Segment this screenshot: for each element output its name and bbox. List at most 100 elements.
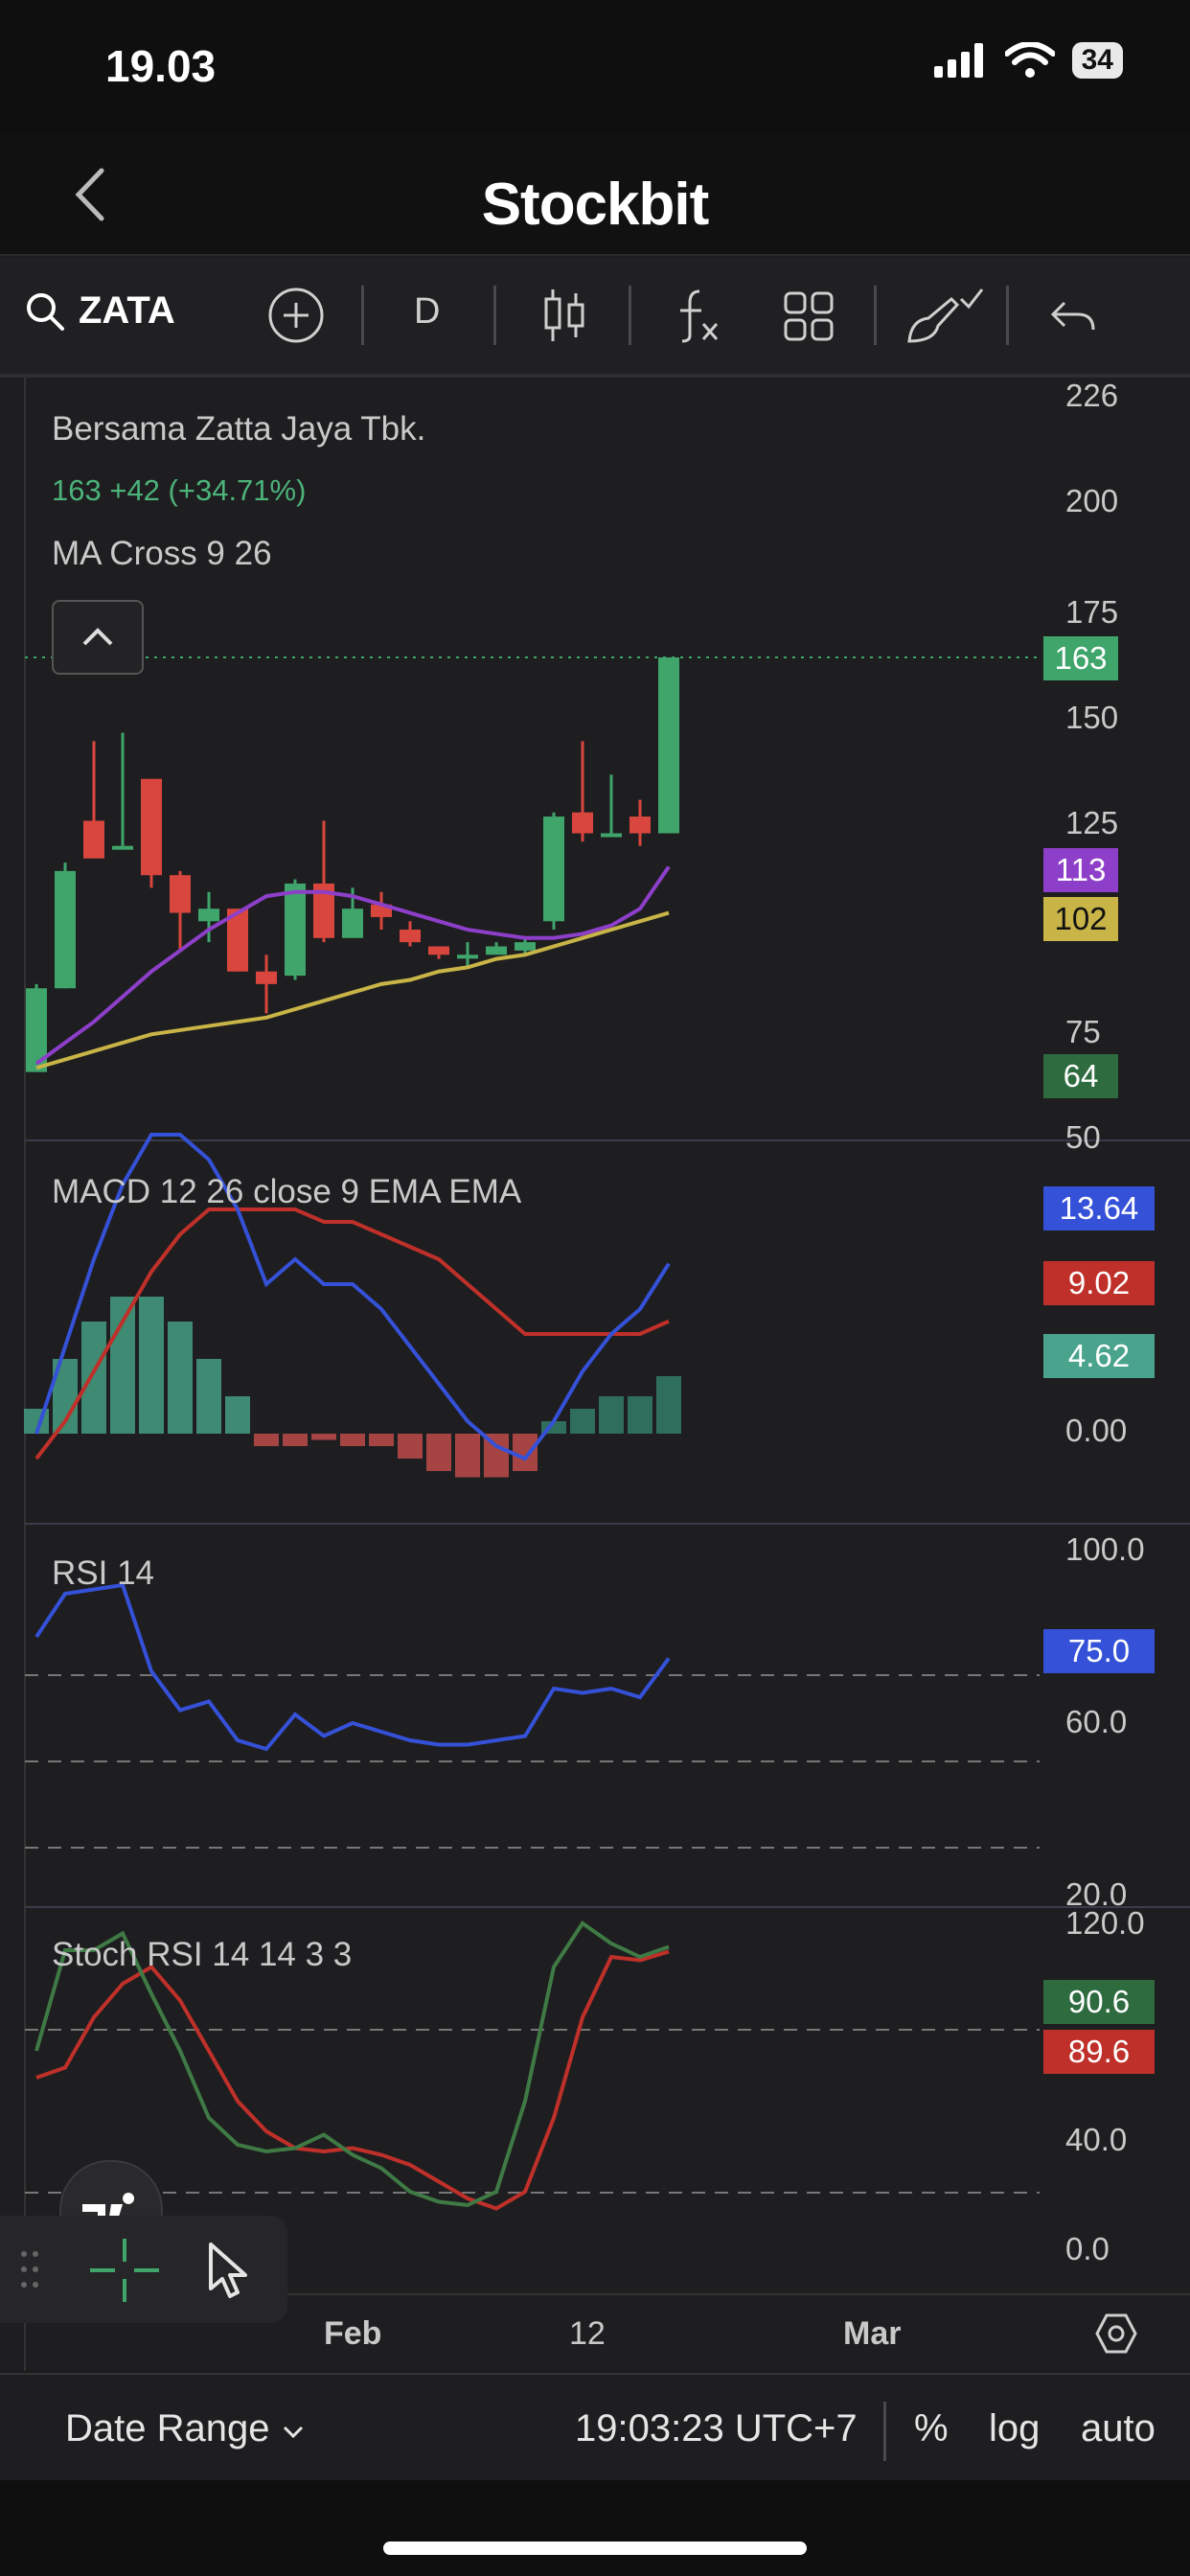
auto-scale-button[interactable]: auto bbox=[1081, 2407, 1156, 2450]
macd-signal-line bbox=[34, 1208, 670, 1460]
rsi-axis-label: 100.0 bbox=[1065, 1531, 1145, 1567]
home-indicator[interactable] bbox=[383, 2542, 807, 2555]
ma26-tag: 102 bbox=[1043, 897, 1118, 941]
battery-indicator: 34 bbox=[1071, 42, 1123, 79]
collapse-legend-button[interactable] bbox=[52, 600, 144, 675]
candle-body bbox=[572, 812, 593, 834]
toolbar-divider bbox=[361, 286, 364, 345]
candle-body bbox=[313, 883, 334, 938]
layout-grid-icon[interactable] bbox=[784, 286, 834, 345]
indicators-icon[interactable] bbox=[673, 286, 721, 345]
candle-body bbox=[198, 908, 219, 922]
stoch-axis-label: 120.0 bbox=[1065, 1905, 1145, 1941]
candle-body bbox=[400, 930, 421, 943]
stoch-axis-label: 0.0 bbox=[1065, 2231, 1110, 2266]
undo-icon[interactable] bbox=[1049, 286, 1097, 345]
chart-toolbar: ZATA D bbox=[0, 257, 1190, 378]
tradingview-icon bbox=[82, 2193, 135, 2229]
candle-body bbox=[26, 988, 47, 1072]
stoch-k-line bbox=[34, 1920, 670, 2208]
add-compare-icon[interactable] bbox=[266, 286, 326, 345]
ma9-line bbox=[34, 865, 671, 1066]
stoch-k-tag: 90.6 bbox=[1043, 1980, 1155, 2024]
log-scale-button[interactable]: log bbox=[989, 2407, 1041, 2450]
histogram-tag: 4.62 bbox=[1043, 1334, 1155, 1378]
rsi-axis-label: 60.0 bbox=[1065, 1704, 1128, 1739]
toolbar-divider bbox=[1006, 286, 1009, 345]
macd-label: MACD 12 26 close 9 EMA EMA bbox=[52, 1173, 522, 1210]
chart-area[interactable]: Bersama Zatta Jaya Tbk. 163 +42 (+34.71%… bbox=[0, 378, 1190, 2371]
candle-body bbox=[457, 954, 478, 959]
cursor-arrow-icon[interactable] bbox=[203, 2239, 251, 2302]
rsi-line bbox=[34, 1582, 671, 1752]
percent-scale-button[interactable]: % bbox=[914, 2407, 949, 2450]
price-axis-label: 125 bbox=[1065, 805, 1119, 840]
x-axis-label: Feb bbox=[324, 2315, 382, 2352]
symbol-search[interactable]: ZATA bbox=[25, 289, 175, 333]
macd-histogram-bar bbox=[656, 1375, 681, 1434]
search-icon bbox=[27, 292, 64, 331]
candle-body bbox=[227, 908, 248, 972]
status-icons: 34 bbox=[933, 42, 1123, 79]
candle-body bbox=[285, 883, 306, 977]
macd-line bbox=[34, 1133, 671, 1461]
macd-histogram-bar bbox=[369, 1434, 394, 1446]
chevron-up-icon bbox=[82, 628, 113, 646]
stock-name: Bersama Zatta Jaya Tbk. bbox=[52, 410, 426, 448]
chart-canvas[interactable] bbox=[0, 378, 1190, 2371]
macd-histogram-bar bbox=[599, 1396, 624, 1434]
candle-body bbox=[515, 942, 536, 951]
chart-settings-icon[interactable] bbox=[1094, 2312, 1138, 2356]
candle-body bbox=[486, 946, 507, 955]
last-price-tag: 163 bbox=[1043, 636, 1118, 680]
price-axis-label: 50 bbox=[1065, 1119, 1101, 1155]
bottom-divider bbox=[883, 2402, 886, 2461]
price-axis-label: 75 bbox=[1065, 1014, 1101, 1049]
drawing-brush-icon[interactable] bbox=[905, 286, 984, 345]
macd-histogram-bar bbox=[254, 1434, 279, 1446]
candle-body bbox=[658, 657, 679, 834]
home-indicator-bar bbox=[0, 2480, 1190, 2576]
date-range-dropdown[interactable]: Date Range bbox=[65, 2407, 306, 2450]
app-logo: Stockbit bbox=[481, 172, 710, 238]
floating-tool-panel bbox=[0, 2216, 287, 2323]
interval-button[interactable]: D bbox=[414, 291, 441, 332]
crosshair-icon[interactable] bbox=[86, 2237, 163, 2304]
status-time: 19.03 bbox=[105, 41, 217, 91]
drag-handle-icon[interactable] bbox=[19, 2248, 40, 2290]
toolbar-divider bbox=[493, 286, 496, 345]
macd-histogram-bar bbox=[139, 1297, 164, 1434]
macd-histogram-bar bbox=[513, 1434, 538, 1471]
candle-body bbox=[141, 778, 162, 876]
candle-body bbox=[543, 816, 564, 922]
macd-histogram-bar bbox=[283, 1434, 308, 1446]
ma9-tag: 113 bbox=[1043, 848, 1118, 892]
macd-histogram-bar bbox=[196, 1359, 221, 1434]
candle-body bbox=[342, 908, 363, 938]
app-header: Stockbit bbox=[0, 134, 1190, 256]
candle-body bbox=[601, 833, 622, 838]
macd-histogram-bar bbox=[340, 1434, 365, 1446]
candle-body bbox=[629, 816, 651, 834]
rsi-tag: 75.0 bbox=[1043, 1629, 1155, 1673]
status-bar: 19.03 34 bbox=[0, 0, 1190, 134]
price-axis-label: 150 bbox=[1065, 700, 1119, 735]
rsi-label: RSI 14 bbox=[52, 1554, 154, 1592]
macd-histogram-bar bbox=[628, 1396, 652, 1434]
price-axis-label: 200 bbox=[1065, 483, 1119, 518]
ma-cross-label: MA Cross 9 26 bbox=[52, 535, 272, 572]
ma26-line bbox=[35, 910, 670, 1070]
date-range-label: Date Range bbox=[65, 2407, 270, 2450]
candle-body bbox=[83, 820, 104, 859]
x-axis-label: Mar bbox=[843, 2315, 902, 2352]
macd-histogram-bar bbox=[225, 1396, 250, 1434]
x-axis-label: 12 bbox=[569, 2315, 606, 2352]
price-axis-label: 175 bbox=[1065, 594, 1119, 630]
candle-type-icon[interactable] bbox=[541, 286, 587, 345]
macd-histogram-bar bbox=[455, 1434, 480, 1478]
price-change: 163 +42 (+34.71%) bbox=[52, 473, 307, 507]
signal-icon bbox=[933, 43, 983, 78]
back-arrow-icon[interactable] bbox=[67, 161, 115, 228]
chart-bottom-bar: Date Range 19:03:23 UTC+7 % log auto bbox=[0, 2373, 1190, 2480]
macd-histogram-bar bbox=[110, 1297, 135, 1434]
